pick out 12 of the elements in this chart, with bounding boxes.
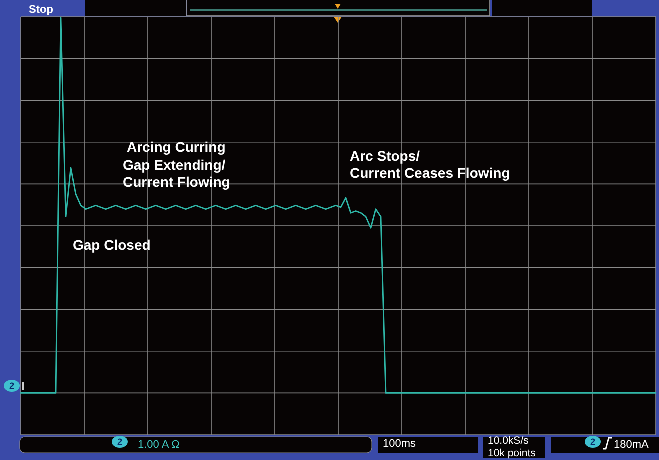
annotation: Gap Closed <box>73 237 151 253</box>
text: 1.00 A Ω <box>138 439 180 451</box>
text: 2 <box>9 381 15 391</box>
text: 10.0kS/s 10k points <box>488 435 536 460</box>
text: 100ms <box>383 438 417 450</box>
annotation: Arc Stops/ Current Ceases Flowing <box>350 148 510 181</box>
text: 2 <box>117 437 123 447</box>
annotation: Gap Extending/ Current Flowing <box>123 157 230 190</box>
text: Stop <box>29 4 54 16</box>
text: 180mA <box>614 439 650 451</box>
text: 2 <box>590 437 596 447</box>
annotation: Arcing Curring <box>127 139 226 155</box>
